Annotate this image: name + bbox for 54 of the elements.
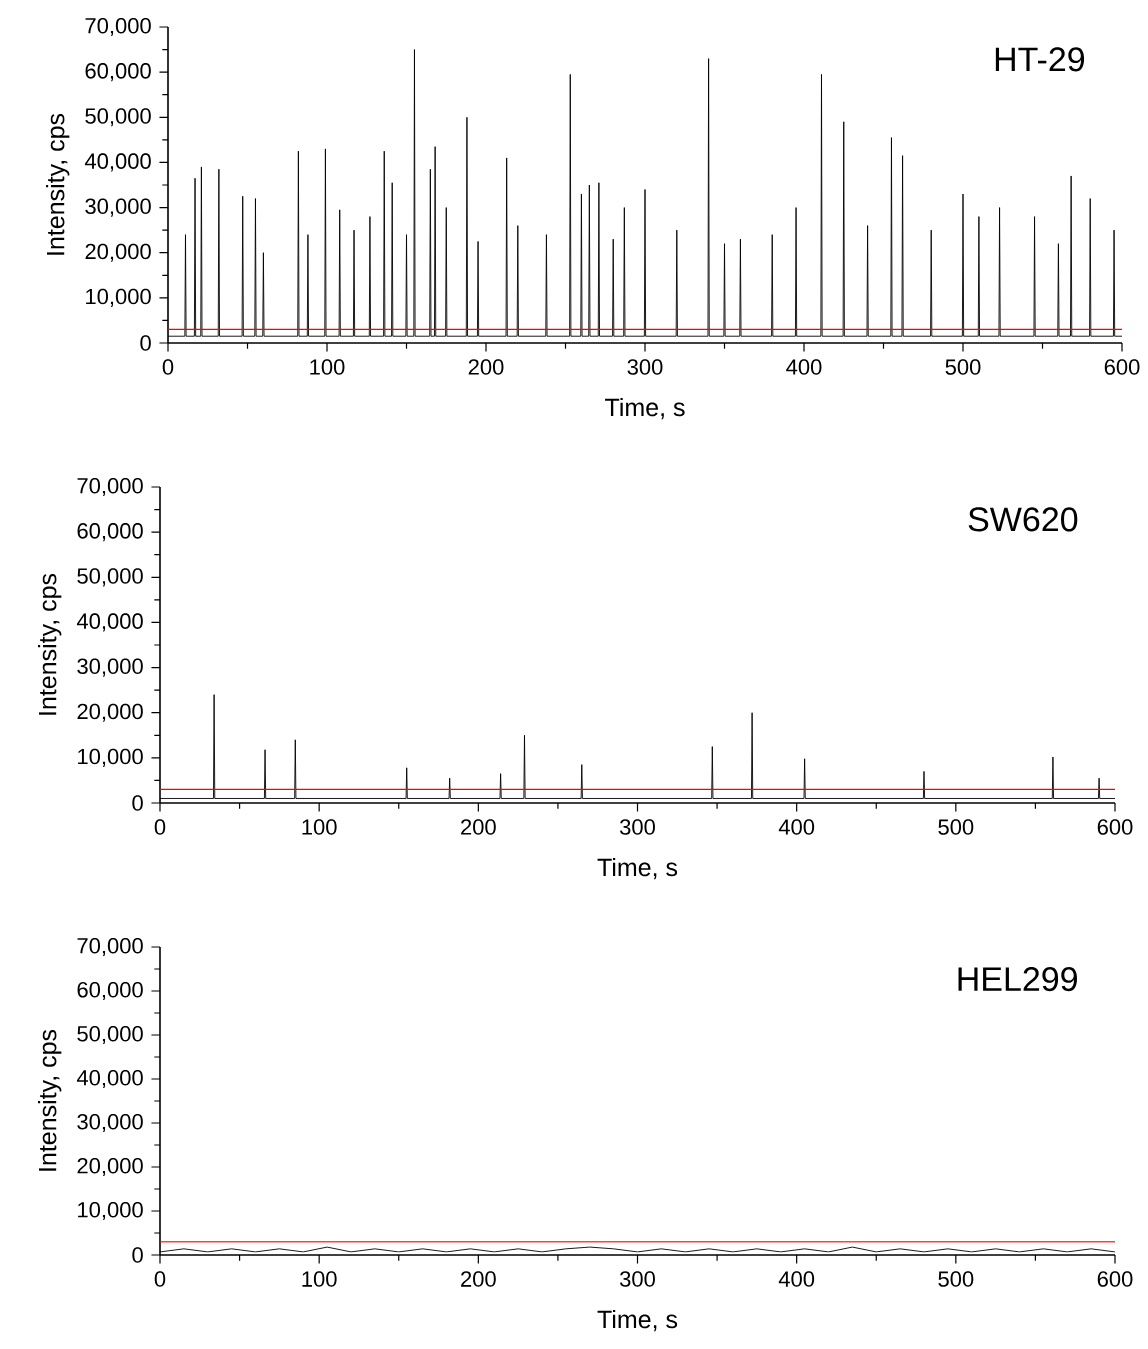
x-tick-label: 300 xyxy=(627,359,663,375)
y-tick-label: 60,000 xyxy=(77,981,143,1001)
y-tick-label: 50,000 xyxy=(85,108,151,127)
y-tick-label: 40,000 xyxy=(77,613,143,632)
x-tick-label: 500 xyxy=(938,1271,974,1287)
x-tick-label: 200 xyxy=(468,359,504,375)
x-tick-label: 600 xyxy=(1097,819,1133,835)
chart-title: HEL299 xyxy=(958,967,1078,992)
x-tick-label: 300 xyxy=(620,1271,656,1287)
x-axis-title: Time, s xyxy=(597,1309,678,1332)
x-tick-label: 0 xyxy=(154,1271,166,1287)
y-axis-title: Intensity, cps xyxy=(38,1029,62,1171)
y-tick-label: 50,000 xyxy=(77,1025,143,1045)
y-tick-label: 60,000 xyxy=(77,523,143,542)
x-tick-label: 500 xyxy=(945,359,981,375)
x-tick-label: 0 xyxy=(162,359,174,375)
y-tick-label: 50,000 xyxy=(77,568,143,587)
x-tick-label: 500 xyxy=(938,819,974,835)
y-tick-label: 0 xyxy=(132,1247,144,1263)
y-tick-label: 40,000 xyxy=(85,153,151,172)
y-tick-label: 10,000 xyxy=(78,1201,143,1221)
chart-title: SW620 xyxy=(968,507,1078,532)
x-tick-label: 100 xyxy=(310,359,345,375)
y-tick-label: 20,000 xyxy=(77,1157,143,1177)
y-tick-label: 60,000 xyxy=(85,63,151,82)
x-tick-label: 400 xyxy=(778,819,815,835)
x-tick-label: 200 xyxy=(461,1271,496,1287)
x-tick-label: 100 xyxy=(302,1271,337,1287)
x-tick-label: 100 xyxy=(302,819,337,835)
x-tick-label: 600 xyxy=(1097,1271,1133,1287)
x-axis-title: Time, s xyxy=(605,397,685,420)
y-axis-title: Intensity, cps xyxy=(38,573,62,715)
y-tick-label: 40,000 xyxy=(77,1069,143,1089)
x-tick-label: 300 xyxy=(620,819,656,835)
x-tick-label: 400 xyxy=(778,1271,815,1287)
y-tick-label: 30,000 xyxy=(77,658,143,677)
y-tick-label: 20,000 xyxy=(85,243,151,262)
x-tick-label: 600 xyxy=(1104,359,1140,375)
chart-title: HT-29 xyxy=(996,47,1085,72)
y-tick-label: 70,000 xyxy=(77,937,143,957)
x-tick-label: 400 xyxy=(786,359,822,375)
y-tick-label: 30,000 xyxy=(85,198,151,217)
y-tick-label: 0 xyxy=(140,335,152,351)
y-tick-label: 30,000 xyxy=(77,1113,143,1133)
x-axis-title: Time, s xyxy=(597,857,678,880)
y-axis-title: Intensity, cps xyxy=(46,113,70,255)
y-tick-label: 20,000 xyxy=(77,703,143,722)
x-tick-label: 0 xyxy=(154,819,166,835)
y-tick-label: 70,000 xyxy=(85,17,151,37)
y-tick-label: 70,000 xyxy=(77,477,143,497)
y-tick-label: 10,000 xyxy=(86,288,151,307)
y-tick-label: 10,000 xyxy=(78,748,143,767)
y-tick-label: 0 xyxy=(132,795,144,811)
x-tick-label: 200 xyxy=(461,819,496,835)
